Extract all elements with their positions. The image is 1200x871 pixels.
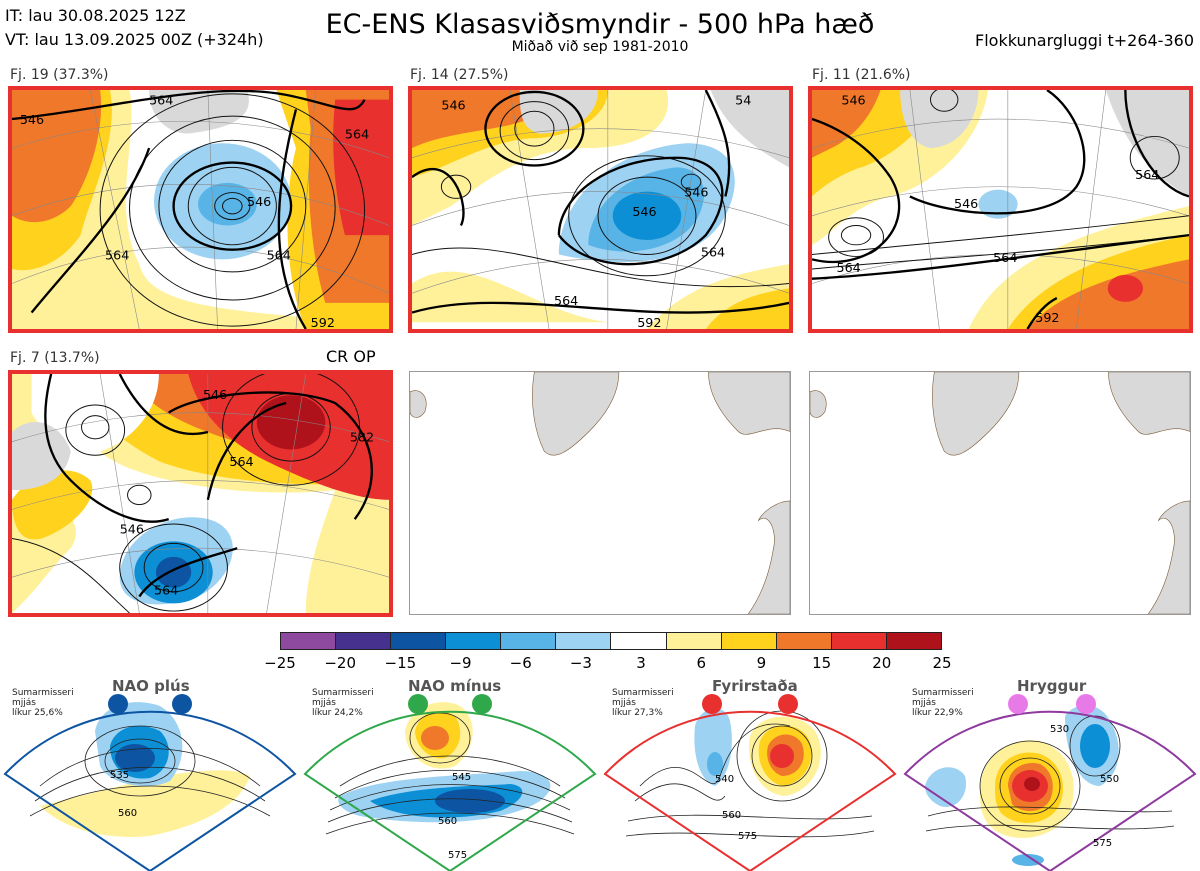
colorbar-tick-label: 3 xyxy=(636,654,646,672)
contour-label: 564 xyxy=(993,250,1017,265)
contour-label: 592 xyxy=(311,315,335,329)
contour-label: 564 xyxy=(229,454,253,469)
regime-note: Sumarmisseri mjjás líkur 24,2% xyxy=(312,688,374,718)
colorbar-tick-label: 6 xyxy=(696,654,707,672)
map-panel-empty-1 xyxy=(409,371,791,615)
regime-label: 540 xyxy=(715,774,734,785)
colorbar-swatch xyxy=(556,633,612,649)
valid-time: VT: lau 13.09.2025 00Z (+324h) xyxy=(5,30,264,49)
colorbar-tick-label: −20 xyxy=(324,654,356,672)
colorbar-swatch xyxy=(721,633,777,649)
colorbar-tick-label: −6 xyxy=(509,654,532,672)
regime-label: 535 xyxy=(110,770,129,781)
colorbar-swatch xyxy=(611,633,667,649)
regime-name: NAO mínus xyxy=(408,677,502,695)
panel-label-4: Fj. 7 (13.7%) xyxy=(10,350,100,366)
map-panel-cluster-2[interactable]: 546 546 546 564 564 54 592 xyxy=(408,86,793,333)
page-title: EC-ENS Klasasviðsmyndir - 500 hPa hæð xyxy=(325,9,875,40)
contour-label: 592 xyxy=(1035,310,1059,325)
contour-label: 546 xyxy=(247,194,271,209)
regime-label: 545 xyxy=(452,772,471,783)
colorbar-swatch xyxy=(391,633,447,649)
cr-op-tag: CR OP xyxy=(326,347,376,366)
contour-label: 546 xyxy=(441,97,465,112)
contour-label: 564 xyxy=(154,583,178,598)
contour-label: 546 xyxy=(20,112,44,127)
colorbar-swatch xyxy=(446,633,502,649)
colorbar-swatch xyxy=(281,633,337,649)
regime-label: 575 xyxy=(1093,838,1112,849)
contour-label: 564 xyxy=(105,247,129,262)
contour-label: 564 xyxy=(345,126,369,141)
colorbar-tick-label: 15 xyxy=(812,654,832,672)
regime-label: 575 xyxy=(738,831,757,842)
contour-label: 546 xyxy=(954,196,978,211)
panel-label-1: Fj. 19 (37.3%) xyxy=(10,67,109,83)
map-panel-cluster-4[interactable]: 546 546 564 564 582 xyxy=(8,370,393,617)
regime-label: 530 xyxy=(1050,724,1069,735)
contour-label: 564 xyxy=(1135,167,1159,182)
regime-label: 550 xyxy=(1100,774,1119,785)
contour-label: 546 xyxy=(632,204,656,219)
panel-label-2: Fj. 14 (27.5%) xyxy=(410,67,509,83)
colorbar-tick-label: −3 xyxy=(569,654,592,672)
map-panel-cluster-1[interactable]: 546 564 546 564 564 564 592 xyxy=(8,86,393,333)
colorbar-tick-label: −15 xyxy=(384,654,417,672)
colorbar-tick-label: 9 xyxy=(756,654,767,672)
page-subtitle: Miðað við sep 1981-2010 xyxy=(511,39,689,55)
colorbar xyxy=(280,632,942,650)
contour-label: 546 xyxy=(203,387,227,402)
regime-label: 575 xyxy=(448,850,467,861)
contour-label: 546 xyxy=(120,522,144,537)
regime-ridge: 530 550 575 Hryggur Sumarmisseri mjjás lík… xyxy=(900,676,1200,871)
contour-label: 54 xyxy=(735,93,751,108)
regime-name: Fyrirstaða xyxy=(712,677,798,695)
regime-label: 560 xyxy=(722,810,741,821)
panel-label-3: Fj. 11 (21.6%) xyxy=(812,67,911,83)
regime-note: Sumarmisseri mjjás líkur 27,3% xyxy=(612,688,674,718)
regime-name: Hryggur xyxy=(1017,677,1087,695)
colorbar-swatch xyxy=(831,633,887,649)
regime-name: NAO plús xyxy=(112,677,190,695)
contour-label: 592 xyxy=(637,315,661,329)
colorbar-tick-label: 20 xyxy=(872,654,892,672)
map-panel-empty-2 xyxy=(809,371,1191,615)
colorbar-tick-label: −9 xyxy=(449,654,472,672)
contour-label: 564 xyxy=(149,93,173,108)
colorbar-swatch xyxy=(886,633,941,649)
regime-label: 560 xyxy=(438,816,457,827)
colorbar-swatch xyxy=(776,633,832,649)
colorbar-swatch xyxy=(501,633,557,649)
contour-label: 564 xyxy=(836,260,860,275)
regime-note: Sumarmisseri mjjás líkur 22,9% xyxy=(912,688,974,718)
colorbar-tick-label: −25 xyxy=(264,654,296,672)
regime-note: Sumarmisseri mjjás líkur 25,6% xyxy=(12,688,74,718)
contour-label: 564 xyxy=(701,245,725,260)
colorbar-swatch xyxy=(336,633,392,649)
init-time: IT: lau 30.08.2025 12Z xyxy=(5,6,186,25)
classification-window: Flokkunargluggi t+264-360 xyxy=(975,31,1194,50)
regime-nao-minus: 545 560 575 NAO mínus Sumarmisseri mjjás l… xyxy=(300,676,600,871)
contour-label: 546 xyxy=(841,93,865,108)
regime-nao-plus: 535 560 NAO plús Sumarmisseri mjjás líkur … xyxy=(0,676,300,871)
regime-blocking: 540 560 575 Fyrirstaða Sumarmisseri mjjás… xyxy=(600,676,900,871)
map-panel-cluster-3[interactable]: 546 546 564 564 564 592 xyxy=(808,86,1193,333)
contour-label: 546 xyxy=(684,185,708,200)
contour-label: 564 xyxy=(554,293,578,308)
contour-label: 564 xyxy=(267,247,291,262)
regime-label: 560 xyxy=(118,808,137,819)
colorbar-tick-label: 25 xyxy=(932,654,952,672)
colorbar-swatch xyxy=(666,633,722,649)
contour-label: 582 xyxy=(350,430,374,445)
